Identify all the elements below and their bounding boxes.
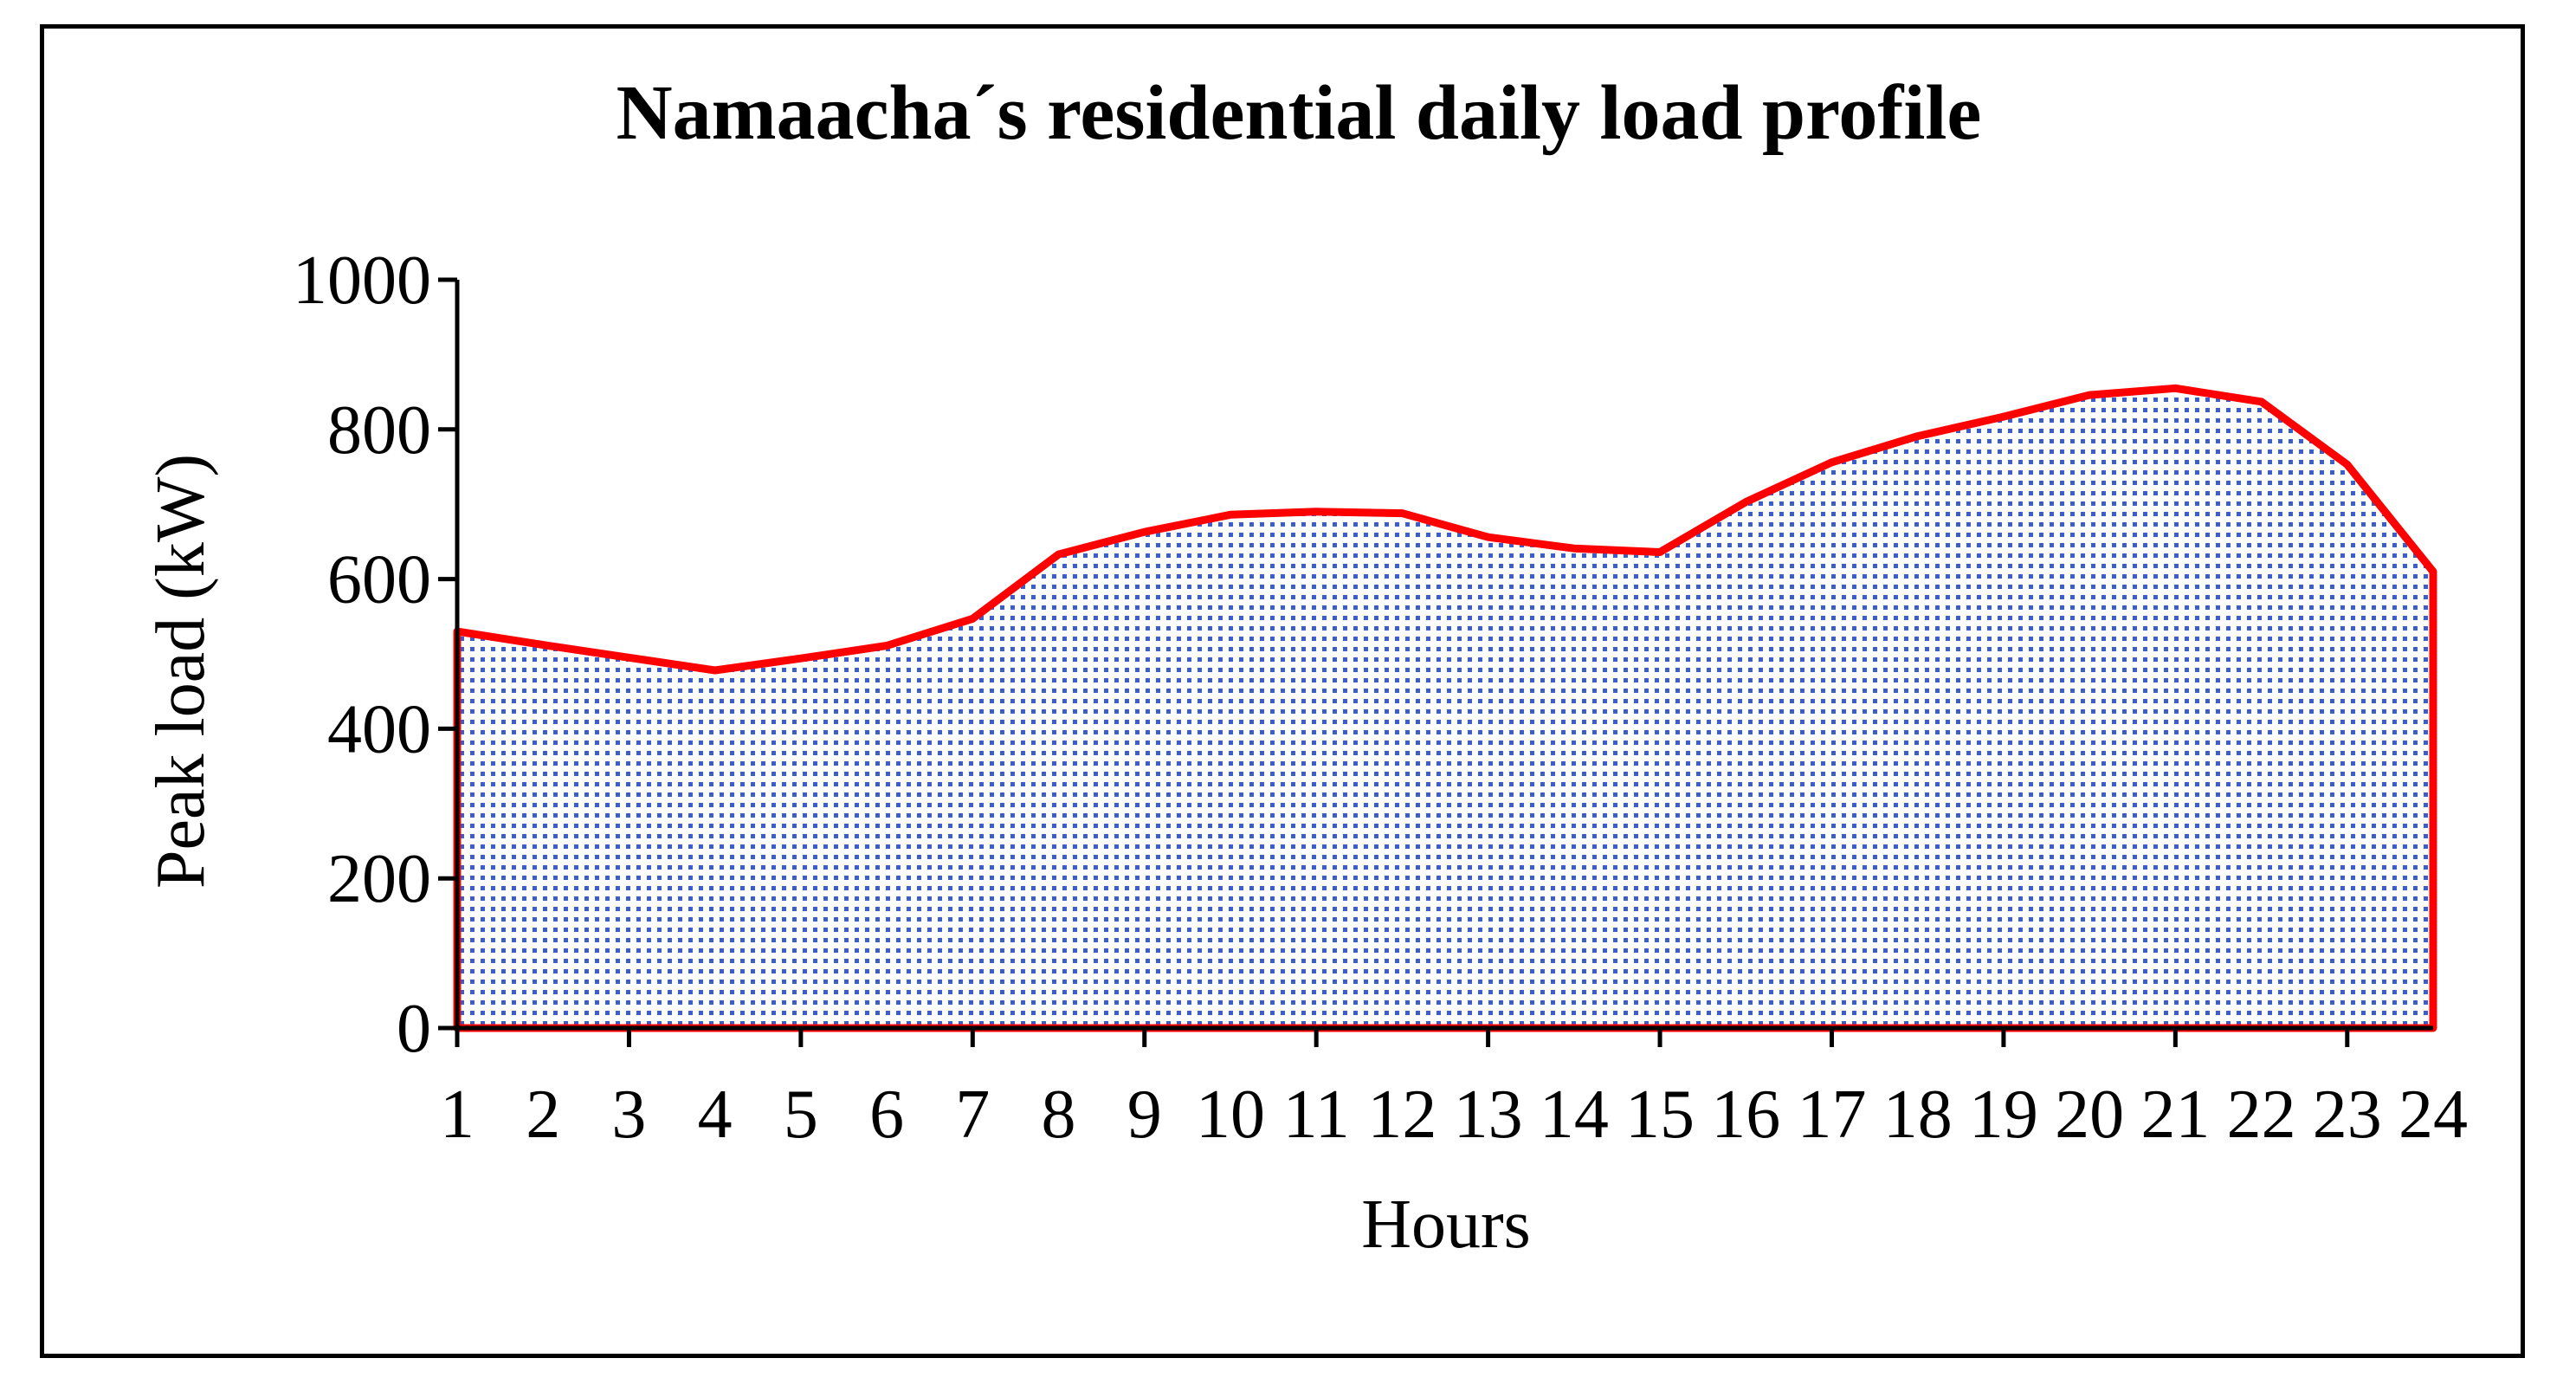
data-point — [1828, 458, 1836, 466]
data-point — [1999, 413, 2007, 421]
chart-title: Namaacha´s residential daily load profil… — [617, 70, 1982, 156]
x-tick-label: 18 — [1883, 1077, 1953, 1153]
data-point — [883, 642, 891, 650]
data-point — [1742, 498, 1750, 506]
series-area — [453, 384, 2437, 1032]
x-tick-label: 9 — [1127, 1077, 1162, 1153]
x-tick-label: 5 — [784, 1077, 818, 1153]
x-tick-label: 6 — [869, 1077, 904, 1153]
data-point — [625, 654, 633, 662]
data-point — [1398, 509, 1406, 517]
x-tick-label: 7 — [955, 1077, 990, 1153]
y-tick-label: 0 — [397, 991, 431, 1067]
data-point — [539, 641, 547, 649]
x-tick-label: 1 — [440, 1077, 475, 1153]
x-tick-label: 11 — [1283, 1077, 1350, 1153]
data-point — [2172, 385, 2179, 392]
data-point — [2343, 461, 2351, 469]
y-tick-label: 600 — [327, 542, 431, 618]
x-tick-label: 21 — [2140, 1077, 2210, 1153]
x-tick-label: 24 — [2398, 1077, 2468, 1153]
y-tick-label: 200 — [327, 841, 431, 917]
x-tick-label: 22 — [2227, 1077, 2296, 1153]
x-tick-label: 20 — [2055, 1077, 2124, 1153]
y-axis: 0 200 400 600 800 1000 — [293, 243, 460, 1067]
x-tick-label: 2 — [526, 1077, 560, 1153]
x-tick-label: 3 — [611, 1077, 646, 1153]
x-tick-label: 16 — [1711, 1077, 1780, 1153]
data-point — [797, 655, 804, 663]
data-point — [2430, 568, 2437, 575]
x-tick-label: 23 — [2313, 1077, 2382, 1153]
plot-area — [453, 384, 2437, 1032]
data-point — [1914, 432, 1921, 440]
x-tick-label: 14 — [1540, 1077, 1609, 1153]
y-tick-label: 1000 — [293, 243, 431, 319]
x-tick-label: 19 — [1969, 1077, 2038, 1153]
x-tick-label: 8 — [1042, 1077, 1076, 1153]
data-point — [2086, 391, 2094, 399]
data-point — [1484, 534, 1492, 541]
x-tick-label: 15 — [1625, 1077, 1695, 1153]
x-axis-label: Hours — [1361, 1187, 1531, 1263]
y-axis-label: Peak load (kW) — [143, 454, 219, 889]
x-tick-label: 13 — [1454, 1077, 1523, 1153]
data-point — [1313, 508, 1320, 515]
x-tick-label: 4 — [698, 1077, 733, 1153]
data-point — [1140, 528, 1148, 536]
x-tick-label: 10 — [1196, 1077, 1265, 1153]
y-tick-label: 400 — [327, 691, 431, 767]
data-point — [1227, 511, 1234, 519]
data-point — [1656, 548, 1663, 556]
data-point — [711, 667, 719, 674]
x-tick-label: 12 — [1367, 1077, 1436, 1153]
data-point — [969, 615, 977, 623]
data-point — [2257, 398, 2265, 405]
x-tick-label: 17 — [1797, 1077, 1866, 1153]
x-axis: 1 2 3 4 5 6 7 8 9 10 11 12 13 14 15 16 17 18 19 20 21 22 23 24 — [440, 1025, 2468, 1153]
data-point — [1055, 551, 1062, 559]
data-point — [1570, 545, 1578, 553]
y-tick-label: 800 — [327, 392, 431, 469]
